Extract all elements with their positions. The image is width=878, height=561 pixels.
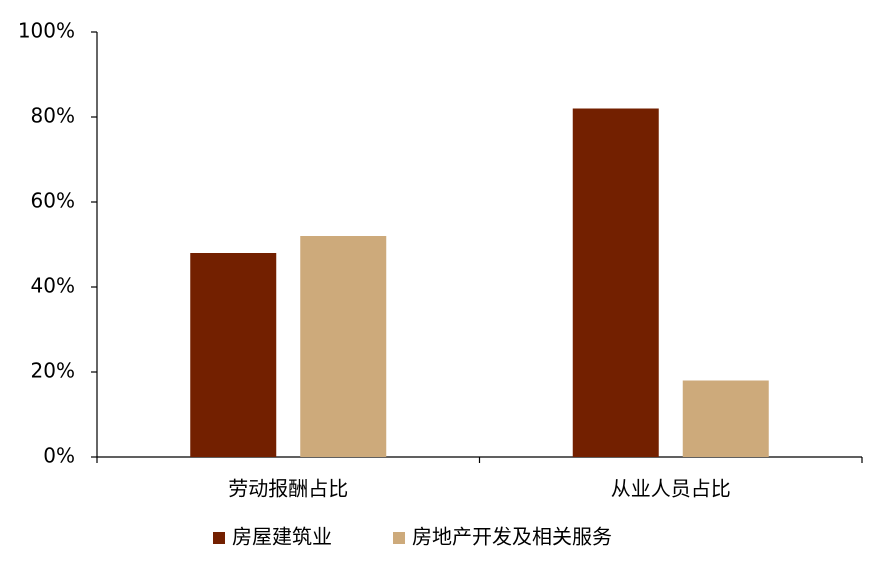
legend-swatch bbox=[393, 532, 405, 544]
bar bbox=[190, 253, 277, 457]
legend-label: 房屋建筑业 bbox=[232, 525, 332, 549]
bar bbox=[572, 108, 659, 457]
y-tick-label: 60% bbox=[31, 189, 75, 213]
y-tick-label: 0% bbox=[43, 444, 75, 468]
y-tick-label: 40% bbox=[31, 274, 75, 298]
x-tick-label: 劳动报酬占比 bbox=[228, 477, 348, 501]
legend-label: 房地产开发及相关服务 bbox=[412, 525, 612, 549]
bar bbox=[300, 236, 387, 457]
legend-swatch bbox=[213, 532, 225, 544]
bar bbox=[682, 380, 769, 457]
x-tick-label: 从业人员占比 bbox=[611, 477, 731, 501]
y-tick-label: 100% bbox=[18, 19, 75, 43]
y-tick-label: 20% bbox=[31, 359, 75, 383]
y-tick-label: 80% bbox=[31, 104, 75, 128]
